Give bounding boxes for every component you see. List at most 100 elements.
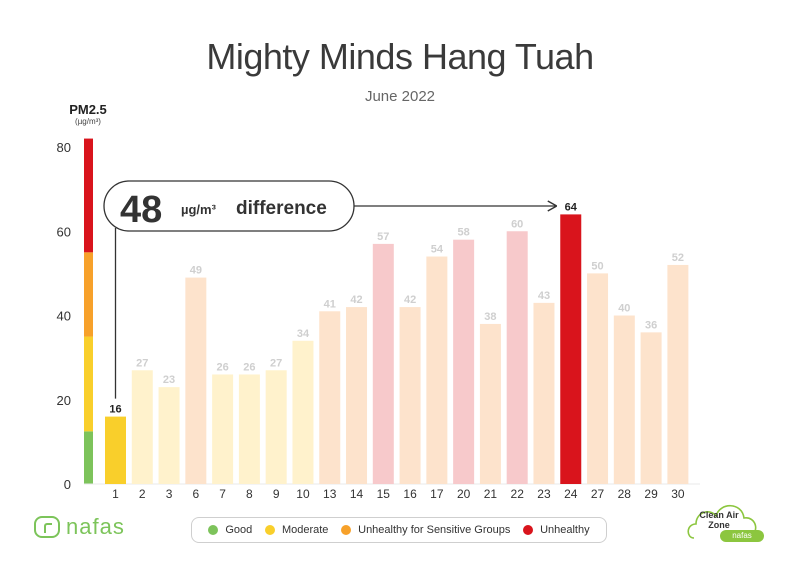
bar — [372, 243, 394, 484]
bar — [105, 416, 126, 484]
difference-box — [103, 180, 355, 232]
x-tick-label: 29 — [644, 487, 658, 501]
x-tick-label: 27 — [591, 487, 605, 501]
x-tick-label: 15 — [377, 487, 391, 501]
legend: Good Moderate Unhealthy for Sensitive Gr… — [191, 517, 607, 543]
bar — [131, 370, 153, 484]
badge-line-1: Clean Air — [699, 510, 739, 520]
x-tick-label: 14 — [350, 487, 364, 501]
bar-value-label: 40 — [618, 303, 630, 315]
y-axis-label: PM2.5 — [69, 102, 107, 117]
y-axis-unit: (µg/m³) — [75, 117, 101, 126]
nafas-logo-text: nafas — [66, 514, 125, 539]
bar-value-label: 58 — [458, 227, 470, 239]
bar — [158, 387, 180, 484]
legend-dot-usg — [341, 525, 352, 535]
x-tick-label: 8 — [246, 487, 253, 501]
legend-dot-unhealthy — [523, 525, 534, 535]
bar-value-label: 54 — [431, 244, 444, 256]
difference-unit: µg/m³ — [181, 202, 217, 217]
legend-label-good: Good — [225, 524, 253, 536]
bar-value-label: 16 — [109, 404, 121, 416]
x-tick-label: 17 — [430, 487, 444, 501]
badge-line-2: Zone — [708, 520, 730, 530]
y-tick-label: 0 — [64, 477, 71, 492]
nafas-logo: nafas — [34, 514, 125, 540]
bar-value-label: 49 — [190, 265, 202, 277]
difference-value: 48 — [120, 189, 162, 231]
x-tick-label: 23 — [537, 487, 551, 501]
bar — [587, 273, 609, 484]
x-tick-label: 30 — [671, 487, 685, 501]
x-tick-label: 10 — [296, 487, 310, 501]
badge-text: Clean Air Zone — [688, 510, 750, 530]
bar-value-label: 34 — [297, 328, 310, 340]
bar — [506, 231, 528, 484]
bar-value-label: 57 — [377, 231, 389, 243]
bar — [292, 340, 314, 484]
bar — [453, 239, 475, 484]
x-tick-label: 1 — [112, 487, 119, 501]
y-tick-label: 40 — [57, 309, 71, 324]
y-tick-label: 60 — [57, 224, 71, 239]
bar-value-label: 64 — [565, 201, 578, 213]
aqi-scale-band — [84, 336, 93, 432]
bar-value-label: 42 — [404, 294, 416, 306]
legend-item-unhealthy: Unhealthy — [523, 524, 590, 536]
bar — [640, 332, 662, 484]
aqi-scale-band — [84, 252, 93, 337]
bar-value-label: 41 — [324, 298, 336, 310]
x-tick-label: 22 — [511, 487, 525, 501]
x-tick-label: 13 — [323, 487, 337, 501]
x-tick-label: 24 — [564, 487, 578, 501]
legend-item-moderate: Moderate — [264, 524, 329, 536]
bar — [533, 302, 555, 484]
bar — [346, 307, 368, 484]
bar — [212, 374, 234, 484]
legend-dot-moderate — [264, 525, 275, 535]
bar-value-label: 23 — [163, 374, 175, 386]
legend-label-unhealthy: Unhealthy — [540, 524, 590, 536]
bar-value-label: 27 — [270, 357, 282, 369]
legend-item-usg: Unhealthy for Sensitive Groups — [341, 524, 510, 536]
chart-subtitle: June 2022 — [364, 88, 436, 105]
bar — [479, 323, 501, 484]
arrow-head-icon — [547, 200, 558, 212]
x-tick-label: 2 — [139, 487, 146, 501]
x-tick-label: 3 — [166, 487, 173, 501]
x-tick-label: 6 — [192, 487, 199, 501]
bar — [185, 277, 207, 484]
bar — [319, 311, 341, 484]
clean-air-zone-badge: Clean Air Zone nafas — [684, 494, 766, 546]
y-tick-label: 80 — [57, 140, 71, 155]
x-tick-label: 7 — [219, 487, 226, 501]
cloud-icon — [687, 504, 757, 539]
bar — [265, 370, 287, 484]
legend-label-usg: Unhealthy for Sensitive Groups — [358, 524, 511, 536]
chart-title: Mighty Minds Hang Tuah — [206, 36, 594, 77]
bar — [238, 374, 260, 484]
legend-dot-good — [208, 525, 219, 535]
legend-label-moderate: Moderate — [281, 524, 329, 536]
bar-value-label: 36 — [645, 319, 657, 331]
bar — [613, 315, 635, 484]
nafas-logo-icon — [34, 516, 60, 538]
bar-value-label: 38 — [484, 311, 496, 323]
x-tick-label: 21 — [484, 487, 498, 501]
x-tick-label: 16 — [403, 487, 417, 501]
bar-value-label: 52 — [672, 252, 684, 264]
aqi-scale-band — [84, 138, 93, 253]
bar-value-label: 42 — [350, 294, 362, 306]
bar — [399, 307, 421, 484]
bar-value-label: 43 — [538, 290, 550, 302]
difference-text: difference — [236, 198, 327, 219]
bar-value-label: 50 — [591, 260, 603, 272]
bar-value-label: 26 — [243, 361, 255, 373]
x-tick-label: 9 — [273, 487, 280, 501]
bar — [560, 214, 582, 484]
aqi-scale-band — [84, 431, 93, 484]
bar — [667, 264, 689, 484]
x-tick-label: 20 — [457, 487, 471, 501]
bar-value-label: 26 — [216, 361, 228, 373]
